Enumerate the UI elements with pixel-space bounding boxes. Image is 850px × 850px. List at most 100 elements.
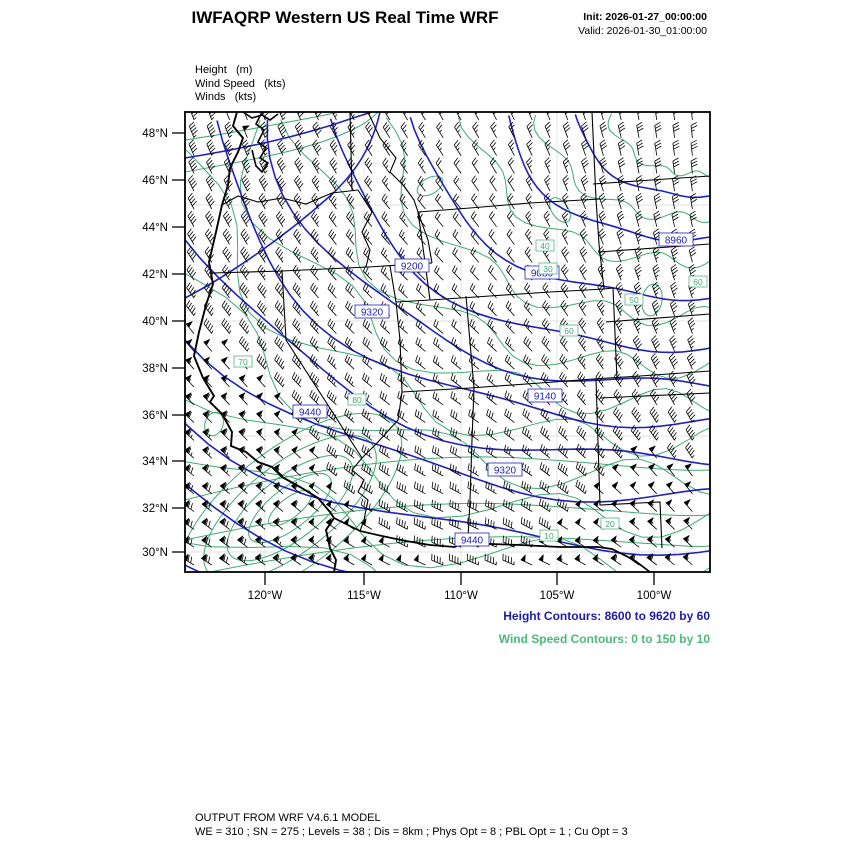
wind-barb-pennant	[220, 427, 228, 436]
y-tick-label: 44°N	[142, 222, 168, 234]
wind-barb	[488, 265, 497, 281]
wind-barb	[557, 443, 569, 459]
wind-barb-pennant	[325, 499, 333, 508]
wind-barb-pennant	[413, 553, 419, 563]
wind-label-box	[535, 239, 555, 252]
wind-barb-pennant	[360, 535, 367, 544]
wind-barb	[418, 139, 426, 156]
wind-barb	[380, 247, 391, 263]
wind-barb-pennant	[219, 499, 226, 508]
wind-barb	[415, 373, 426, 388]
wind-barb	[489, 193, 497, 210]
wind-barb-pennant	[378, 535, 384, 544]
wind-barb	[654, 175, 662, 192]
wind-barb	[546, 112, 551, 121]
wind-barb	[486, 372, 497, 388]
wind-barb	[326, 426, 337, 441]
wind-barb	[505, 336, 515, 352]
wind-barb	[564, 112, 569, 121]
wind-barb	[364, 193, 373, 210]
wind-barb	[653, 210, 661, 227]
wind-barb	[241, 157, 251, 174]
wind-barb	[275, 246, 284, 263]
wind-barb	[560, 300, 569, 317]
wind-barb-pennant	[273, 410, 281, 418]
wind-barb	[188, 139, 198, 156]
wind-barb	[291, 372, 302, 388]
wind-barb	[489, 157, 497, 174]
y-tick-label: 48°N	[142, 128, 168, 140]
wind-barb	[310, 246, 319, 263]
wind-barb	[344, 318, 355, 334]
wind-barb-pennant	[290, 535, 297, 543]
wind-barb	[689, 193, 698, 210]
wind-barb	[203, 318, 214, 334]
wind-barb	[205, 210, 215, 227]
wind-barb	[292, 246, 302, 263]
wind-barb-pennant	[201, 463, 209, 472]
wind-barb	[256, 336, 267, 352]
wind-barb	[362, 318, 373, 334]
wind-barb	[330, 121, 338, 138]
wind-barb	[257, 300, 267, 317]
wind-barb	[397, 391, 408, 406]
wind-barb	[468, 427, 480, 441]
wind-barb	[432, 355, 444, 370]
wind-barb	[397, 319, 408, 334]
wind-barb-pennant	[219, 517, 226, 526]
wind-barb	[617, 139, 626, 156]
wind-barb	[309, 318, 319, 334]
wind-barb	[617, 157, 626, 174]
wind-barb	[379, 444, 391, 459]
wind-barb	[344, 408, 355, 423]
wind-barb	[559, 371, 569, 388]
wind-barb	[615, 299, 623, 316]
height-label-box	[454, 532, 490, 547]
wind-barb-pennant	[575, 499, 582, 508]
wind-barb	[379, 390, 391, 406]
wind-barb-pennant	[646, 552, 653, 561]
wind-barb	[362, 283, 373, 299]
wind-barb	[345, 300, 355, 317]
wind-barb	[467, 517, 479, 530]
wind-barb	[436, 121, 444, 139]
wind-barb	[632, 335, 643, 352]
y-tick-label: 36°N	[142, 410, 168, 422]
wind-barb	[187, 228, 197, 245]
wind-barb	[310, 228, 319, 245]
wind-barb	[690, 157, 698, 174]
wind-barb	[633, 281, 642, 299]
wind-barb	[610, 554, 622, 566]
wind-barb	[468, 391, 480, 406]
wind-barb	[400, 139, 408, 156]
wind-barb-pennant	[611, 481, 619, 489]
wind-barb	[578, 299, 587, 317]
wind-barb	[617, 192, 625, 210]
height-label: 8960	[665, 236, 688, 247]
wind-barb-pennant	[237, 517, 244, 525]
wind-barb	[361, 462, 373, 477]
wind-barb	[668, 353, 678, 370]
wind-barb	[544, 175, 551, 192]
wind-barb	[468, 409, 480, 423]
wind-barb	[525, 210, 533, 228]
wind-barb	[581, 157, 589, 174]
wind-barb	[634, 263, 642, 281]
wind-barb-pennant	[556, 535, 563, 544]
wind-barb	[221, 300, 232, 317]
height-contour	[574, 114, 710, 199]
wind-barb	[435, 157, 444, 174]
wind-barb	[311, 175, 320, 192]
y-tick-label: 40°N	[142, 316, 168, 328]
wind-barb	[345, 229, 355, 245]
wind-barb-pennant	[218, 535, 226, 543]
height-contour	[409, 116, 710, 302]
wind-barb	[397, 409, 408, 423]
wind-barb	[524, 228, 533, 245]
wind-barb	[449, 463, 462, 477]
wind-barb	[400, 157, 408, 174]
height-label: 9320	[494, 466, 517, 477]
wind-barb	[190, 112, 198, 121]
wind-barb	[381, 193, 391, 210]
wind-barb-pennant	[238, 427, 246, 436]
